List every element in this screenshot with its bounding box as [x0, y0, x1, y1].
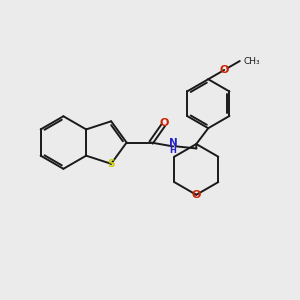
- Text: O: O: [220, 65, 229, 75]
- Text: O: O: [192, 190, 201, 200]
- Text: CH₃: CH₃: [243, 56, 260, 65]
- Text: O: O: [159, 118, 169, 128]
- Text: S: S: [107, 159, 115, 169]
- Text: N: N: [169, 138, 178, 148]
- Text: H: H: [170, 146, 177, 155]
